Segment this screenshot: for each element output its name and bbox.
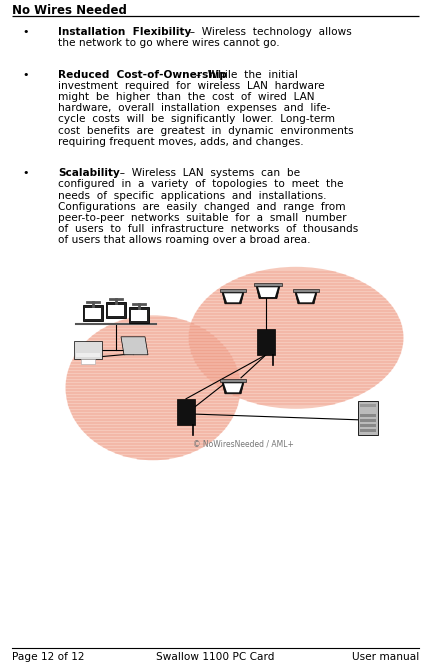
- Text: Page 12 of 12: Page 12 of 12: [12, 652, 84, 662]
- Bar: [219, 379, 246, 382]
- Ellipse shape: [188, 267, 402, 409]
- Text: investment  required  for  wireless  LAN  hardware: investment required for wireless LAN har…: [58, 81, 324, 91]
- Text: configured  in  a  variety  of  topologies  to  meet  the: configured in a variety of topologies to…: [58, 180, 343, 190]
- Bar: [74, 341, 102, 359]
- Ellipse shape: [65, 316, 240, 460]
- Bar: [292, 289, 318, 292]
- Polygon shape: [258, 287, 277, 297]
- Bar: [359, 414, 375, 417]
- Text: Installation  Flexibility: Installation Flexibility: [58, 27, 191, 37]
- Text: of users that allows roaming over a broad area.: of users that allows roaming over a broa…: [58, 235, 310, 245]
- Text: of  users  to  full  infrastructure  networks  of  thousands: of users to full infrastructure networks…: [58, 224, 357, 234]
- Bar: [253, 283, 281, 286]
- FancyBboxPatch shape: [83, 305, 103, 321]
- Text: Scalability: Scalability: [58, 168, 120, 178]
- Text: requiring frequent moves, adds, and changes.: requiring frequent moves, adds, and chan…: [58, 137, 303, 147]
- Text: the network to go where wires cannot go.: the network to go where wires cannot go.: [58, 38, 279, 48]
- Text: •: •: [22, 70, 28, 80]
- Polygon shape: [121, 337, 147, 355]
- Polygon shape: [221, 382, 243, 394]
- Bar: [76, 353, 100, 357]
- Text: No Wires Needed: No Wires Needed: [12, 4, 126, 17]
- Text: © NoWiresNeeded / AML+: © NoWiresNeeded / AML+: [193, 440, 293, 449]
- Bar: [81, 359, 95, 364]
- Text: –  Wireless  LAN  systems  can  be: – Wireless LAN systems can be: [113, 168, 300, 178]
- Polygon shape: [224, 383, 242, 393]
- Polygon shape: [294, 292, 316, 304]
- Text: Configurations  are  easily  changed  and  range  from: Configurations are easily changed and ra…: [58, 202, 345, 212]
- Text: Swallow 1100 PC Card: Swallow 1100 PC Card: [155, 652, 273, 662]
- Text: Reduced  Cost-of-Ownership: Reduced Cost-of-Ownership: [58, 70, 226, 80]
- Bar: [177, 399, 194, 425]
- Bar: [357, 401, 377, 435]
- Text: might  be  higher  than  the  cost  of  wired  LAN: might be higher than the cost of wired L…: [58, 92, 314, 102]
- FancyBboxPatch shape: [129, 307, 149, 323]
- Text: hardware,  overall  installation  expenses  and  life-: hardware, overall installation expenses …: [58, 103, 330, 113]
- Text: peer-to-peer  networks  suitable  for  a  small  number: peer-to-peer networks suitable for a sma…: [58, 213, 346, 223]
- Polygon shape: [221, 292, 243, 304]
- Text: needs  of  specific  applications  and  installations.: needs of specific applications and insta…: [58, 190, 326, 200]
- Text: User manual: User manual: [351, 652, 418, 662]
- Text: cost  benefits  are  greatest  in  dynamic  environments: cost benefits are greatest in dynamic en…: [58, 125, 353, 135]
- Text: cycle  costs  will  be  significantly  lower.  Long-term: cycle costs will be significantly lower.…: [58, 115, 334, 125]
- Bar: [85, 308, 101, 319]
- Bar: [359, 424, 375, 427]
- Text: –  While  the  initial: – While the initial: [188, 70, 297, 80]
- Polygon shape: [224, 293, 242, 302]
- Bar: [256, 329, 274, 355]
- Bar: [219, 289, 246, 292]
- Bar: [359, 404, 375, 407]
- Bar: [359, 419, 375, 422]
- Bar: [359, 429, 375, 431]
- Text: •: •: [22, 27, 28, 37]
- Bar: [131, 310, 147, 321]
- Bar: [108, 305, 124, 316]
- Text: •: •: [22, 168, 28, 178]
- Polygon shape: [296, 293, 314, 302]
- Polygon shape: [255, 286, 279, 299]
- Text: –  Wireless  technology  allows: – Wireless technology allows: [183, 27, 351, 37]
- FancyBboxPatch shape: [106, 302, 126, 318]
